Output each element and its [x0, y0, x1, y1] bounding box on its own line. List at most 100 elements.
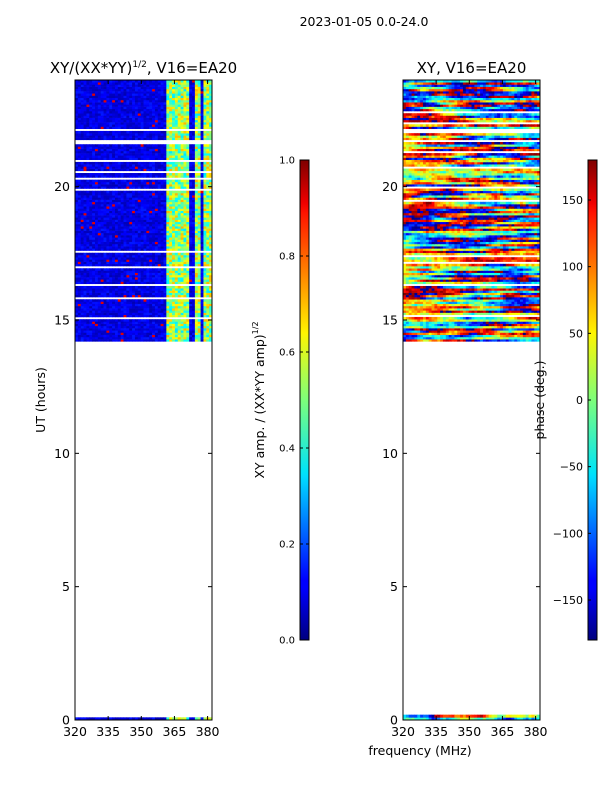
heatmap-cell	[177, 99, 181, 103]
heatmap-cell	[97, 86, 102, 90]
heatmap-cell	[112, 190, 116, 194]
heatmap-cell	[160, 237, 164, 240]
heatmap-cell	[163, 164, 167, 167]
heatmap-cell	[120, 230, 124, 234]
heatmap-cell	[169, 232, 173, 236]
heatmap-cell	[200, 117, 204, 121]
heatmap-cell	[174, 217, 179, 220]
heatmap-cell	[97, 153, 102, 156]
heatmap-cell	[183, 153, 187, 156]
heatmap-cell	[174, 263, 179, 267]
heatmap-cell	[77, 204, 82, 207]
heatmap-cell	[134, 235, 139, 238]
heatmap-cell	[77, 215, 82, 218]
heatmap-cell	[86, 111, 90, 114]
heatmap-cell	[180, 164, 184, 167]
heatmap-cell	[200, 241, 204, 245]
heatmap-cell	[206, 95, 210, 99]
heatmap-cell	[134, 179, 139, 183]
heatmap-cell	[75, 91, 79, 94]
heatmap-cell	[92, 111, 96, 114]
heatmap-cell	[143, 230, 147, 234]
heatmap-cell	[86, 97, 90, 101]
heatmap-cell	[172, 314, 176, 318]
heatmap-cell	[149, 305, 153, 309]
heatmap-cell	[166, 303, 170, 307]
heatmap-cell	[117, 126, 122, 130]
heatmap-cell	[134, 150, 139, 154]
heatmap-cell	[129, 246, 133, 249]
heatmap-cell	[192, 332, 196, 335]
heatmap-cell	[83, 239, 87, 242]
heatmap-cell	[160, 117, 164, 121]
heatmap-cell	[109, 281, 113, 285]
heatmap-cell	[137, 339, 142, 342]
heatmap-cell	[177, 237, 181, 240]
heatmap-cell	[117, 323, 122, 327]
heatmap-cell	[83, 221, 87, 225]
heatmap-cell	[109, 246, 113, 249]
heatmap-cell	[200, 336, 204, 340]
heatmap-cell	[149, 197, 153, 200]
heatmap-cell	[126, 204, 130, 207]
heatmap-cell	[86, 150, 90, 154]
heatmap-cell	[152, 228, 156, 231]
heatmap-cell	[129, 88, 133, 92]
heatmap-cell	[120, 175, 124, 178]
heatmap-cell	[114, 263, 119, 267]
heatmap-cell	[177, 339, 181, 342]
heatmap-cell	[174, 219, 179, 223]
heatmap-cell	[192, 137, 196, 141]
heatmap-cell	[172, 274, 176, 278]
heatmap-cell	[117, 288, 122, 291]
heatmap-cell	[209, 146, 212, 149]
heatmap-cell	[146, 285, 150, 289]
heatmap-cell	[106, 235, 110, 238]
heatmap-cell	[174, 301, 179, 304]
heatmap-cell	[106, 230, 110, 234]
heatmap-cell	[106, 252, 110, 256]
heatmap-cell	[183, 99, 187, 103]
heatmap-cell	[177, 232, 181, 236]
heatmap-cell	[149, 206, 153, 209]
heatmap-cell	[114, 122, 119, 125]
heatmap-cell	[114, 339, 119, 342]
heatmap-cell	[149, 179, 153, 183]
heatmap-cell	[186, 210, 190, 214]
heatmap-cell	[192, 119, 196, 123]
heatmap-cell	[186, 186, 190, 189]
heatmap-cell	[149, 310, 153, 313]
heatmap-cell	[192, 115, 196, 118]
heatmap-cell	[203, 157, 207, 161]
heatmap-cell	[154, 217, 159, 220]
heatmap-cell	[169, 157, 173, 161]
heatmap-cell	[89, 254, 93, 258]
heatmap-cell	[140, 186, 144, 189]
heatmap-cell	[134, 95, 139, 99]
heatmap-cell	[192, 175, 196, 178]
heatmap-cell	[114, 241, 119, 245]
heatmap-cell	[89, 86, 93, 90]
heatmap-cell	[174, 197, 179, 200]
heatmap-cell	[94, 237, 99, 240]
heatmap-cell	[77, 310, 82, 313]
heatmap-cell	[177, 86, 181, 90]
heatmap-cell	[203, 115, 207, 118]
heatmap-cell	[86, 259, 90, 262]
heatmap-cell	[177, 113, 181, 116]
heatmap-cell	[157, 197, 162, 200]
heatmap-cell	[100, 106, 104, 110]
heatmap-cell	[209, 268, 212, 271]
heatmap-cell	[80, 102, 84, 105]
heatmap-cell	[106, 259, 110, 262]
heatmap-cell	[146, 168, 150, 172]
heatmap-cell	[123, 93, 127, 96]
heatmap-cell	[80, 279, 84, 282]
heatmap-cell	[194, 223, 199, 227]
heatmap-cell	[154, 257, 159, 260]
heatmap-cell	[129, 237, 133, 240]
heatmap-cell	[197, 157, 201, 161]
heatmap-cell	[183, 88, 187, 92]
heatmap-cell	[120, 97, 124, 101]
heatmap-cell	[172, 223, 176, 227]
